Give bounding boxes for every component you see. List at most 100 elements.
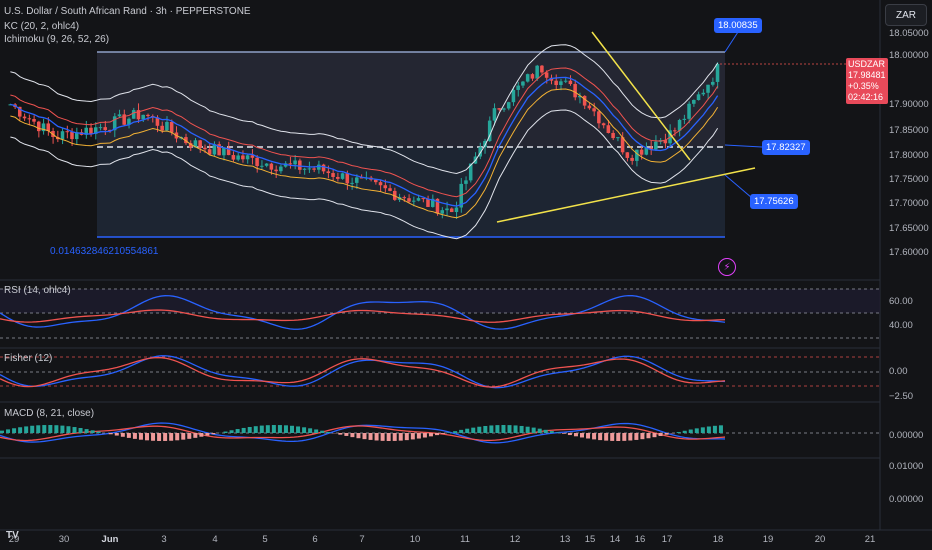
candle [454,207,459,213]
macd-histogram-bar [718,425,723,433]
last-price-box: USDZAR 17.98481 +0.35% 02:42:16 [846,58,888,104]
macd-histogram-bar [453,431,458,433]
candle [108,129,112,131]
fisher-tick: 0.00 [889,366,908,377]
candle [568,80,573,85]
candle [345,173,350,184]
macd-histogram-bar [483,425,488,433]
macd-histogram-bar [205,433,210,436]
candle [492,108,497,121]
candle [222,147,226,156]
price-tick: 17.70000 [889,198,929,209]
date-tick: 6 [312,534,318,545]
candle [497,108,501,110]
candle [46,123,51,131]
macd-histogram-bar [235,429,240,433]
price-tick: 17.80000 [889,150,929,161]
candle [70,131,74,140]
candle [103,127,107,130]
date-tick: 14 [609,534,621,545]
trendline-resistance [591,31,691,161]
candle [136,110,141,120]
candle [245,155,250,160]
macd-histogram-bar [573,433,578,437]
macd-histogram-bar [253,426,258,433]
macd-histogram-bar [586,433,591,439]
candle [336,176,340,179]
candle [89,127,93,134]
rsi-legend[interactable]: RSI (14, ohlc4) [4,285,71,296]
macd-histogram-bar [392,433,397,441]
candle [421,198,426,200]
candle [340,173,345,179]
macd-histogram-bar [694,428,699,433]
macd-histogram-bar [6,429,11,433]
candle [696,94,701,101]
macd-tick: 0.01000 [889,461,924,472]
date-tick: 5 [262,534,268,545]
macd-histogram-bar [459,429,464,433]
macd-histogram-bar [314,429,319,433]
candle [22,116,27,119]
macd-histogram-bar [580,433,584,438]
macd-histogram-bar [12,428,17,433]
candle [625,152,630,158]
macd-histogram-bar [531,427,536,433]
candle [169,121,174,133]
macd-histogram-bar [163,433,168,441]
candle [644,147,649,155]
candle [32,119,36,122]
rsi-tick: 60.00 [889,296,913,307]
candle [582,95,587,106]
macd-histogram-bar [507,425,512,433]
macd-histogram-bar [187,433,192,439]
macd-histogram-bar [652,433,657,438]
candle [198,140,202,148]
candle [217,144,221,156]
ichimoku-base-line [10,88,719,219]
candle [122,114,126,125]
macd-tick: 0.00000 [889,494,924,505]
macd-histogram-bar [634,433,639,440]
candle [449,208,454,213]
candle [563,80,568,82]
ichimoku-legend[interactable]: Ichimoku (9, 26, 52, 26) [4,34,110,45]
macd-histogram-bar [48,425,53,433]
candle [98,127,103,129]
macd-histogram-bar [610,433,615,441]
lightning-icon[interactable]: ⚡ [718,258,736,276]
date-tick: 20 [814,534,826,545]
kc-legend[interactable]: KC (20, 2, ohlc4) [4,21,80,32]
tradingview-logo-icon[interactable]: TV [6,530,19,541]
candle [264,163,269,166]
candle [373,179,378,183]
macd-legend[interactable]: MACD (8, 21, close) [4,408,95,419]
macd-histogram-bar [0,430,4,433]
candle [127,118,131,125]
macd-tick: 0.00000 [889,430,924,441]
last-price-countdown: 02:42:16 [848,92,884,102]
candle [516,85,520,90]
candle [620,137,625,153]
macd-histogram-bar [356,433,361,439]
macd-histogram-bar [169,433,174,441]
candle [112,116,117,131]
last-price-symbol: USDZAR [848,59,886,69]
macd-histogram-bar [688,429,693,433]
candle [715,63,720,82]
date-tick: 12 [509,534,521,545]
date-tick: 16 [634,534,646,545]
candle [226,147,231,156]
date-tick: 21 [864,534,876,545]
macd-histogram-bar [96,431,101,433]
macd-histogram-bar [640,433,645,440]
macd-histogram-bar [283,425,288,433]
macd-histogram-bar [495,425,500,433]
candle [236,155,240,160]
candle [146,114,150,117]
candle [203,147,207,150]
fisher-legend[interactable]: Fisher (12) [4,353,53,364]
symbol-button[interactable]: ZAR [885,4,927,26]
candle [506,102,511,109]
